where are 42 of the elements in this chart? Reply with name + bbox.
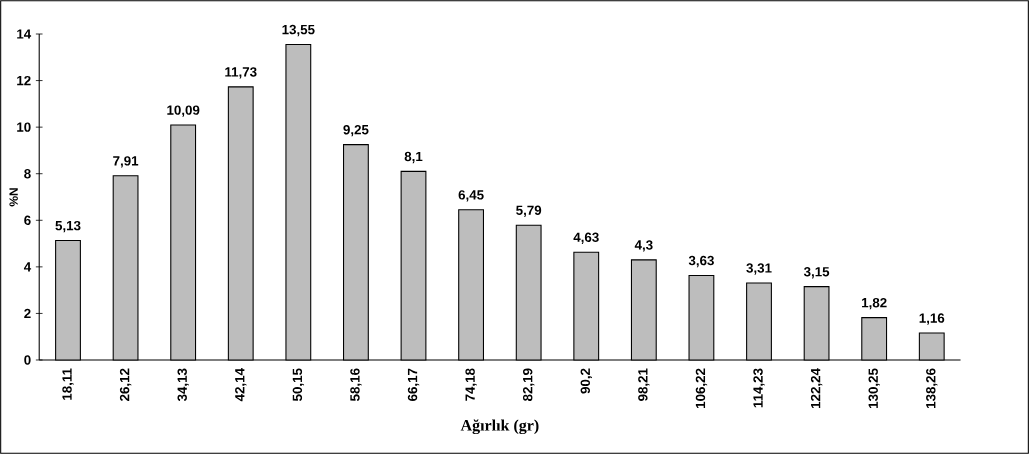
data-label: 5,13 [55,220,81,233]
data-label: 1,82 [862,297,887,310]
x-tick-label: 90,2 [580,368,592,394]
y-tick-label: 0 [24,355,31,365]
data-label: 1,16 [919,313,945,325]
x-tick-label: 50,15 [292,368,305,401]
x-tick-label: 42,14 [235,368,247,402]
y-tick-label: 6 [24,215,31,225]
data-label: 7,91 [113,156,139,168]
data-label: 13,55 [282,24,315,37]
data-label: 5,79 [516,205,542,217]
x-tick-label: 26,12 [119,368,132,401]
y-tick-label: 2 [24,308,31,319]
x-tick-label: 114,23 [753,368,765,408]
x-tick-label: 58,16 [350,368,362,401]
y-tick-label: 12 [17,75,31,86]
y-tick-label: 14 [17,29,32,39]
x-tick-label: 130,25 [868,368,880,408]
data-label: 3,63 [688,255,714,268]
data-label: 6,45 [458,190,484,202]
y-axis-title: %N [9,188,18,207]
x-tick-label: 18,11 [62,368,74,400]
data-label: 10,09 [167,105,200,117]
data-label: 11,73 [225,67,257,79]
x-tick-label: 122,24 [810,368,823,408]
x-tick-label: 82,19 [522,368,535,401]
data-label: 3,15 [803,267,830,279]
x-tick-label: 138,26 [926,368,938,408]
data-label: 3,31 [746,263,772,275]
x-tick-label: 106,22 [695,368,708,408]
x-tick-label: 74,18 [465,368,477,401]
x-tick-label: 98,21 [638,368,650,401]
x-tick-label: 34,13 [177,368,189,402]
x-tick-label: 66,17 [407,368,420,401]
data-label: 4,63 [573,232,599,244]
x-axis-title: Ağırlık (gr) [460,419,539,435]
y-tick-label: 10 [17,122,31,132]
y-tick-label: 4 [23,262,32,272]
y-tick-label: 8 [24,169,31,179]
data-label: 4,3 [634,240,653,252]
data-label: 9,25 [343,124,369,137]
data-label: 8,1 [404,151,423,164]
